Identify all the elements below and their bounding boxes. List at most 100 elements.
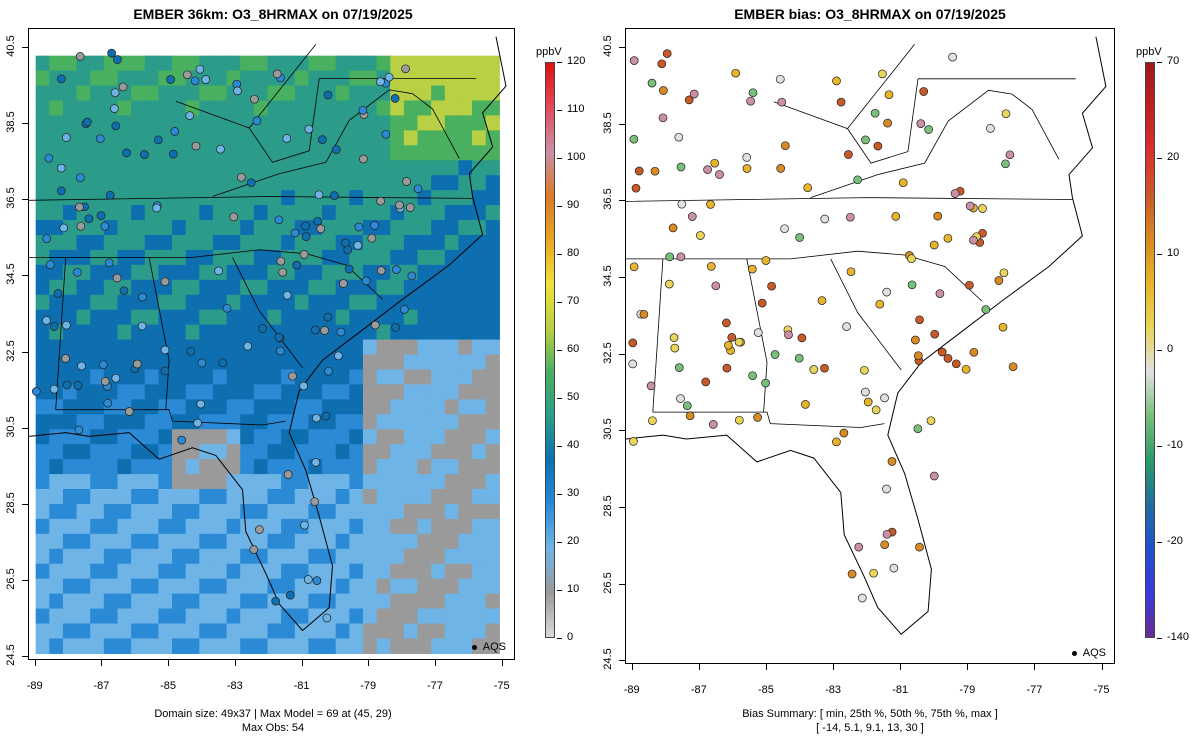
left-grid-cell xyxy=(240,264,255,281)
right-x-tick-mark xyxy=(698,664,700,670)
right-station-marker xyxy=(748,371,757,381)
left-grid-cell xyxy=(172,369,187,386)
left-grid-cell xyxy=(90,85,105,102)
left-grid-cell xyxy=(199,234,214,251)
left-grid-cell xyxy=(485,85,500,102)
left-grid-cell xyxy=(431,444,446,460)
right-station-marker xyxy=(628,338,638,348)
left-grid-cell xyxy=(103,474,119,490)
left-grid-cell xyxy=(144,369,160,386)
left-grid-cell xyxy=(458,55,473,72)
left-grid-cell xyxy=(49,264,64,281)
left-grid-cell xyxy=(403,145,419,161)
left-grid-cell xyxy=(485,294,500,311)
left-station-marker xyxy=(110,88,120,98)
left-grid-cell xyxy=(349,399,364,415)
right-cbar-tick-label: 10 xyxy=(1167,247,1180,259)
left-grid-cell xyxy=(117,294,132,311)
left-grid-cell xyxy=(76,70,91,87)
left-grid-cell xyxy=(376,234,391,251)
right-station-marker xyxy=(884,90,894,100)
left-station-marker xyxy=(246,178,256,188)
left-grid-cell xyxy=(390,115,405,131)
left-grid-cell xyxy=(62,55,78,72)
left-grid-cell xyxy=(308,309,323,326)
right-station-marker xyxy=(873,141,883,151)
left-grid-cell xyxy=(226,548,241,565)
left-grid-cell xyxy=(444,369,460,386)
left-grid-cell xyxy=(226,234,241,251)
left-grid-cell xyxy=(158,414,173,430)
left-station-marker xyxy=(274,333,284,342)
left-grid-cell xyxy=(185,354,200,371)
left-grid-cell xyxy=(322,100,337,117)
left-grid-cell xyxy=(144,234,160,251)
left-grid-cell xyxy=(144,533,160,550)
left-grid-cell xyxy=(294,608,310,625)
left-grid-cell xyxy=(431,429,446,445)
left-grid-cell xyxy=(390,309,405,326)
left-cbar-tick-mark xyxy=(557,254,562,255)
left-grid-cell xyxy=(240,414,255,430)
left-grid-cell xyxy=(131,563,146,580)
left-grid-cell xyxy=(322,623,337,640)
left-grid-cell xyxy=(62,279,78,296)
left-grid-cell xyxy=(199,489,214,505)
left-grid-cell xyxy=(158,459,173,475)
left-grid-cell xyxy=(403,459,419,475)
left-grid-cell xyxy=(212,70,228,87)
left-station-marker xyxy=(75,202,84,212)
left-grid-cell xyxy=(90,220,105,236)
left-grid-cell xyxy=(485,444,500,460)
right-station-marker xyxy=(994,276,1004,285)
left-grid-cell xyxy=(472,145,487,161)
left-grid-cell xyxy=(253,339,269,356)
right-station-marker xyxy=(880,393,889,403)
right-station-marker xyxy=(916,119,926,128)
left-grid-cell xyxy=(103,533,119,550)
left-grid-cell xyxy=(267,533,282,550)
left-grid-cell xyxy=(431,638,446,654)
left-grid-cell xyxy=(294,309,310,326)
right-station-marker xyxy=(795,233,804,242)
left-grid-cell xyxy=(240,115,255,131)
left-grid-cell xyxy=(199,220,214,236)
left-grid-cell xyxy=(172,593,187,610)
left-station-marker xyxy=(201,75,211,84)
left-grid-cell xyxy=(172,264,187,281)
left-grid-cell xyxy=(472,309,487,326)
left-grid-cell xyxy=(90,399,105,415)
left-grid-cell xyxy=(267,115,282,131)
left-grid-cell xyxy=(144,608,160,625)
left-grid-cell xyxy=(253,608,269,625)
left-grid-cell xyxy=(485,100,500,117)
left-grid-cell xyxy=(485,608,500,625)
right-station-marker xyxy=(701,377,711,387)
right-station-marker xyxy=(847,569,857,579)
left-grid-cell xyxy=(431,489,446,505)
right-station-marker xyxy=(676,394,685,403)
left-grid-cell xyxy=(376,533,391,550)
left-station-marker xyxy=(361,276,371,286)
left-grid-cell xyxy=(390,563,405,580)
left-grid-cell xyxy=(226,444,241,460)
left-grid-cell xyxy=(267,503,282,520)
left-grid-cell xyxy=(472,55,487,72)
left-grid-cell xyxy=(199,474,214,490)
right-station-marker xyxy=(878,69,887,79)
left-grid-cell xyxy=(376,548,391,565)
left-grid-cell xyxy=(417,115,432,131)
left-grid-cell xyxy=(212,190,228,206)
left-station-marker xyxy=(214,266,223,276)
left-cbar-tick-label: 0 xyxy=(567,631,574,643)
left-grid-cell xyxy=(267,563,282,580)
left-station-marker xyxy=(160,366,170,376)
left-grid-cell xyxy=(349,309,364,326)
left-station-marker xyxy=(370,320,380,330)
right-station-marker xyxy=(1001,109,1011,119)
left-grid-cell xyxy=(240,309,255,326)
left-grid-cell xyxy=(294,533,310,550)
left-grid-cell xyxy=(349,429,364,445)
left-grid-cell xyxy=(390,249,405,266)
right-panel-title: EMBER bias: O3_8HRMAX on 07/19/2025 xyxy=(734,6,1006,22)
